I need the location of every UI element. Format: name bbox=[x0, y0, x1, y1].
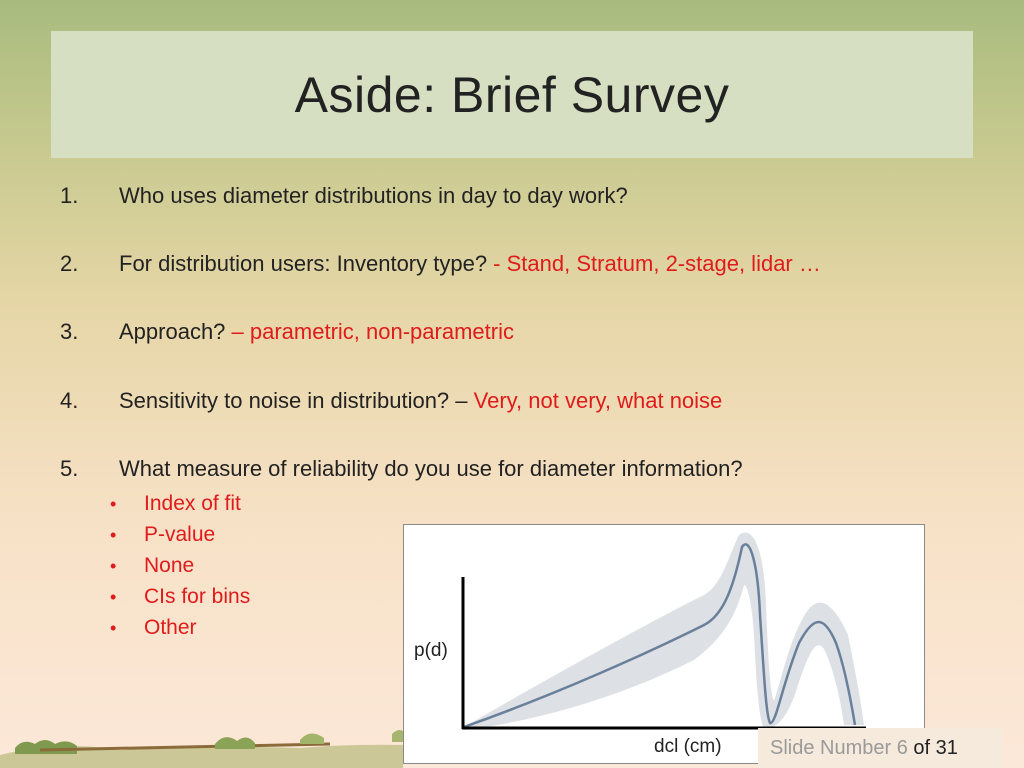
bullet-icon: • bbox=[110, 525, 117, 545]
question-number: 4. bbox=[60, 388, 79, 413]
confidence-band bbox=[464, 532, 864, 730]
question-number: 5. bbox=[60, 456, 79, 481]
list-item: • None bbox=[110, 550, 250, 581]
question-text: Approach? – parametric, non-parametric bbox=[119, 319, 514, 344]
answer-options: Very, not very, what noise bbox=[467, 388, 723, 413]
slide-title: Aside: Brief Survey bbox=[294, 66, 730, 123]
question-text: What measure of reliability do you use f… bbox=[119, 456, 743, 481]
chart-canvas: p(d) dcl (cm) bbox=[414, 532, 866, 757]
reliability-options-list: • Index of fit • P-value • None • CIs for bi… bbox=[110, 488, 250, 643]
bullet-icon: • bbox=[110, 618, 117, 638]
question-number: 1. bbox=[60, 183, 79, 208]
slide-number: Slide Number 6 of 31 bbox=[758, 728, 1003, 768]
question-text: For distribution users: Inventory type? … bbox=[119, 251, 821, 276]
x-axis-label: dcl (cm) bbox=[654, 736, 722, 757]
list-item: • P-value bbox=[110, 519, 250, 550]
question-number: 3. bbox=[60, 319, 79, 344]
list-item: • Other bbox=[110, 612, 250, 643]
distribution-chart: p(d) dcl (cm) bbox=[403, 524, 925, 764]
bullet-icon: • bbox=[110, 494, 117, 514]
answer-options: - Stand, Stratum, 2-stage, lidar … bbox=[487, 251, 821, 276]
question-text: Sensitivity to noise in distribution? – … bbox=[119, 388, 723, 413]
list-item: • CIs for bins bbox=[110, 581, 250, 612]
answer-options: – parametric, non-parametric bbox=[225, 319, 514, 344]
bullet-icon: • bbox=[110, 556, 117, 576]
bullet-icon: • bbox=[110, 587, 117, 607]
title-box: Aside: Brief Survey bbox=[51, 31, 973, 158]
list-item: • Index of fit bbox=[110, 488, 250, 519]
question-number: 2. bbox=[60, 251, 79, 276]
question-text: Who uses diameter distributions in day t… bbox=[119, 183, 628, 208]
y-axis-label: p(d) bbox=[414, 640, 448, 661]
density-line bbox=[463, 543, 857, 729]
